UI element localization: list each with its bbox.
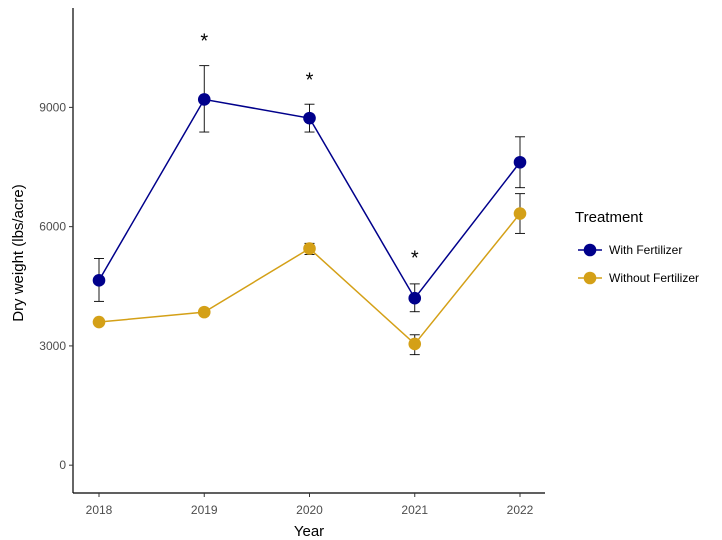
y-tick-label: 0: [59, 458, 66, 472]
x-tick-label: 2022: [507, 503, 534, 517]
data-point-with-fertilizer: [408, 291, 422, 305]
y-tick-label: 3000: [39, 339, 66, 353]
x-tick-label: 2019: [191, 503, 218, 517]
data-point-with-fertilizer: [197, 93, 211, 106]
legend-label: With Fertilizer: [609, 243, 682, 257]
y-tick-label: 6000: [39, 220, 66, 234]
data-point-with-fertilizer: [513, 155, 527, 169]
legend: Treatment With Fertilizer Without Fertili…: [575, 209, 699, 285]
data-point-without-fertilizer: [197, 305, 211, 319]
series-line-without-fertilizer: [98, 213, 521, 346]
significance-marker: *: [306, 70, 314, 92]
data-point-without-fertilizer: [513, 207, 527, 220]
plot-area: * * *: [92, 31, 527, 356]
x-tick-label: 2020: [296, 503, 323, 517]
data-point-without-fertilizer: [92, 315, 106, 329]
x-tick-label: 2018: [86, 503, 113, 517]
data-point-without-fertilizer: [303, 242, 316, 255]
data-point-with-fertilizer: [303, 111, 316, 125]
data-point-without-fertilizer: [408, 337, 422, 351]
y-ticks: 0 3000 6000 9000: [39, 100, 73, 472]
significance-marker: *: [200, 31, 208, 53]
y-axis-title: Dry weight (lbs/acre): [10, 184, 27, 322]
legend-label: Without Fertilizer: [609, 271, 699, 285]
data-point-with-fertilizer: [92, 274, 106, 287]
x-tick-label: 2021: [401, 503, 428, 517]
legend-key-point: [583, 271, 597, 285]
x-ticks: 2018 2019 2020 2021 2022: [86, 493, 534, 517]
legend-key-point: [583, 243, 597, 257]
y-tick-label: 9000: [39, 100, 66, 114]
legend-title: Treatment: [575, 209, 644, 226]
x-axis-title: Year: [294, 523, 324, 540]
significance-marker: *: [411, 248, 419, 270]
